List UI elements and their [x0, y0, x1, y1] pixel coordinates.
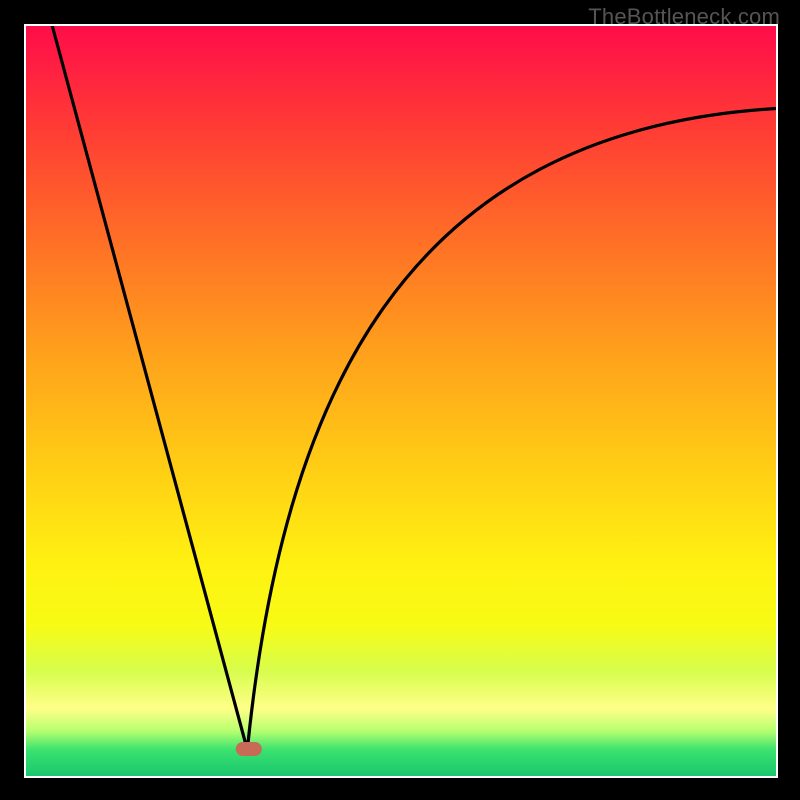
optimum-marker	[236, 742, 262, 756]
chart-gradient-background	[26, 26, 776, 776]
chart-container: TheBottleneck.com	[0, 0, 800, 800]
bottleneck-chart	[0, 0, 800, 800]
watermark-text: TheBottleneck.com	[588, 4, 780, 30]
